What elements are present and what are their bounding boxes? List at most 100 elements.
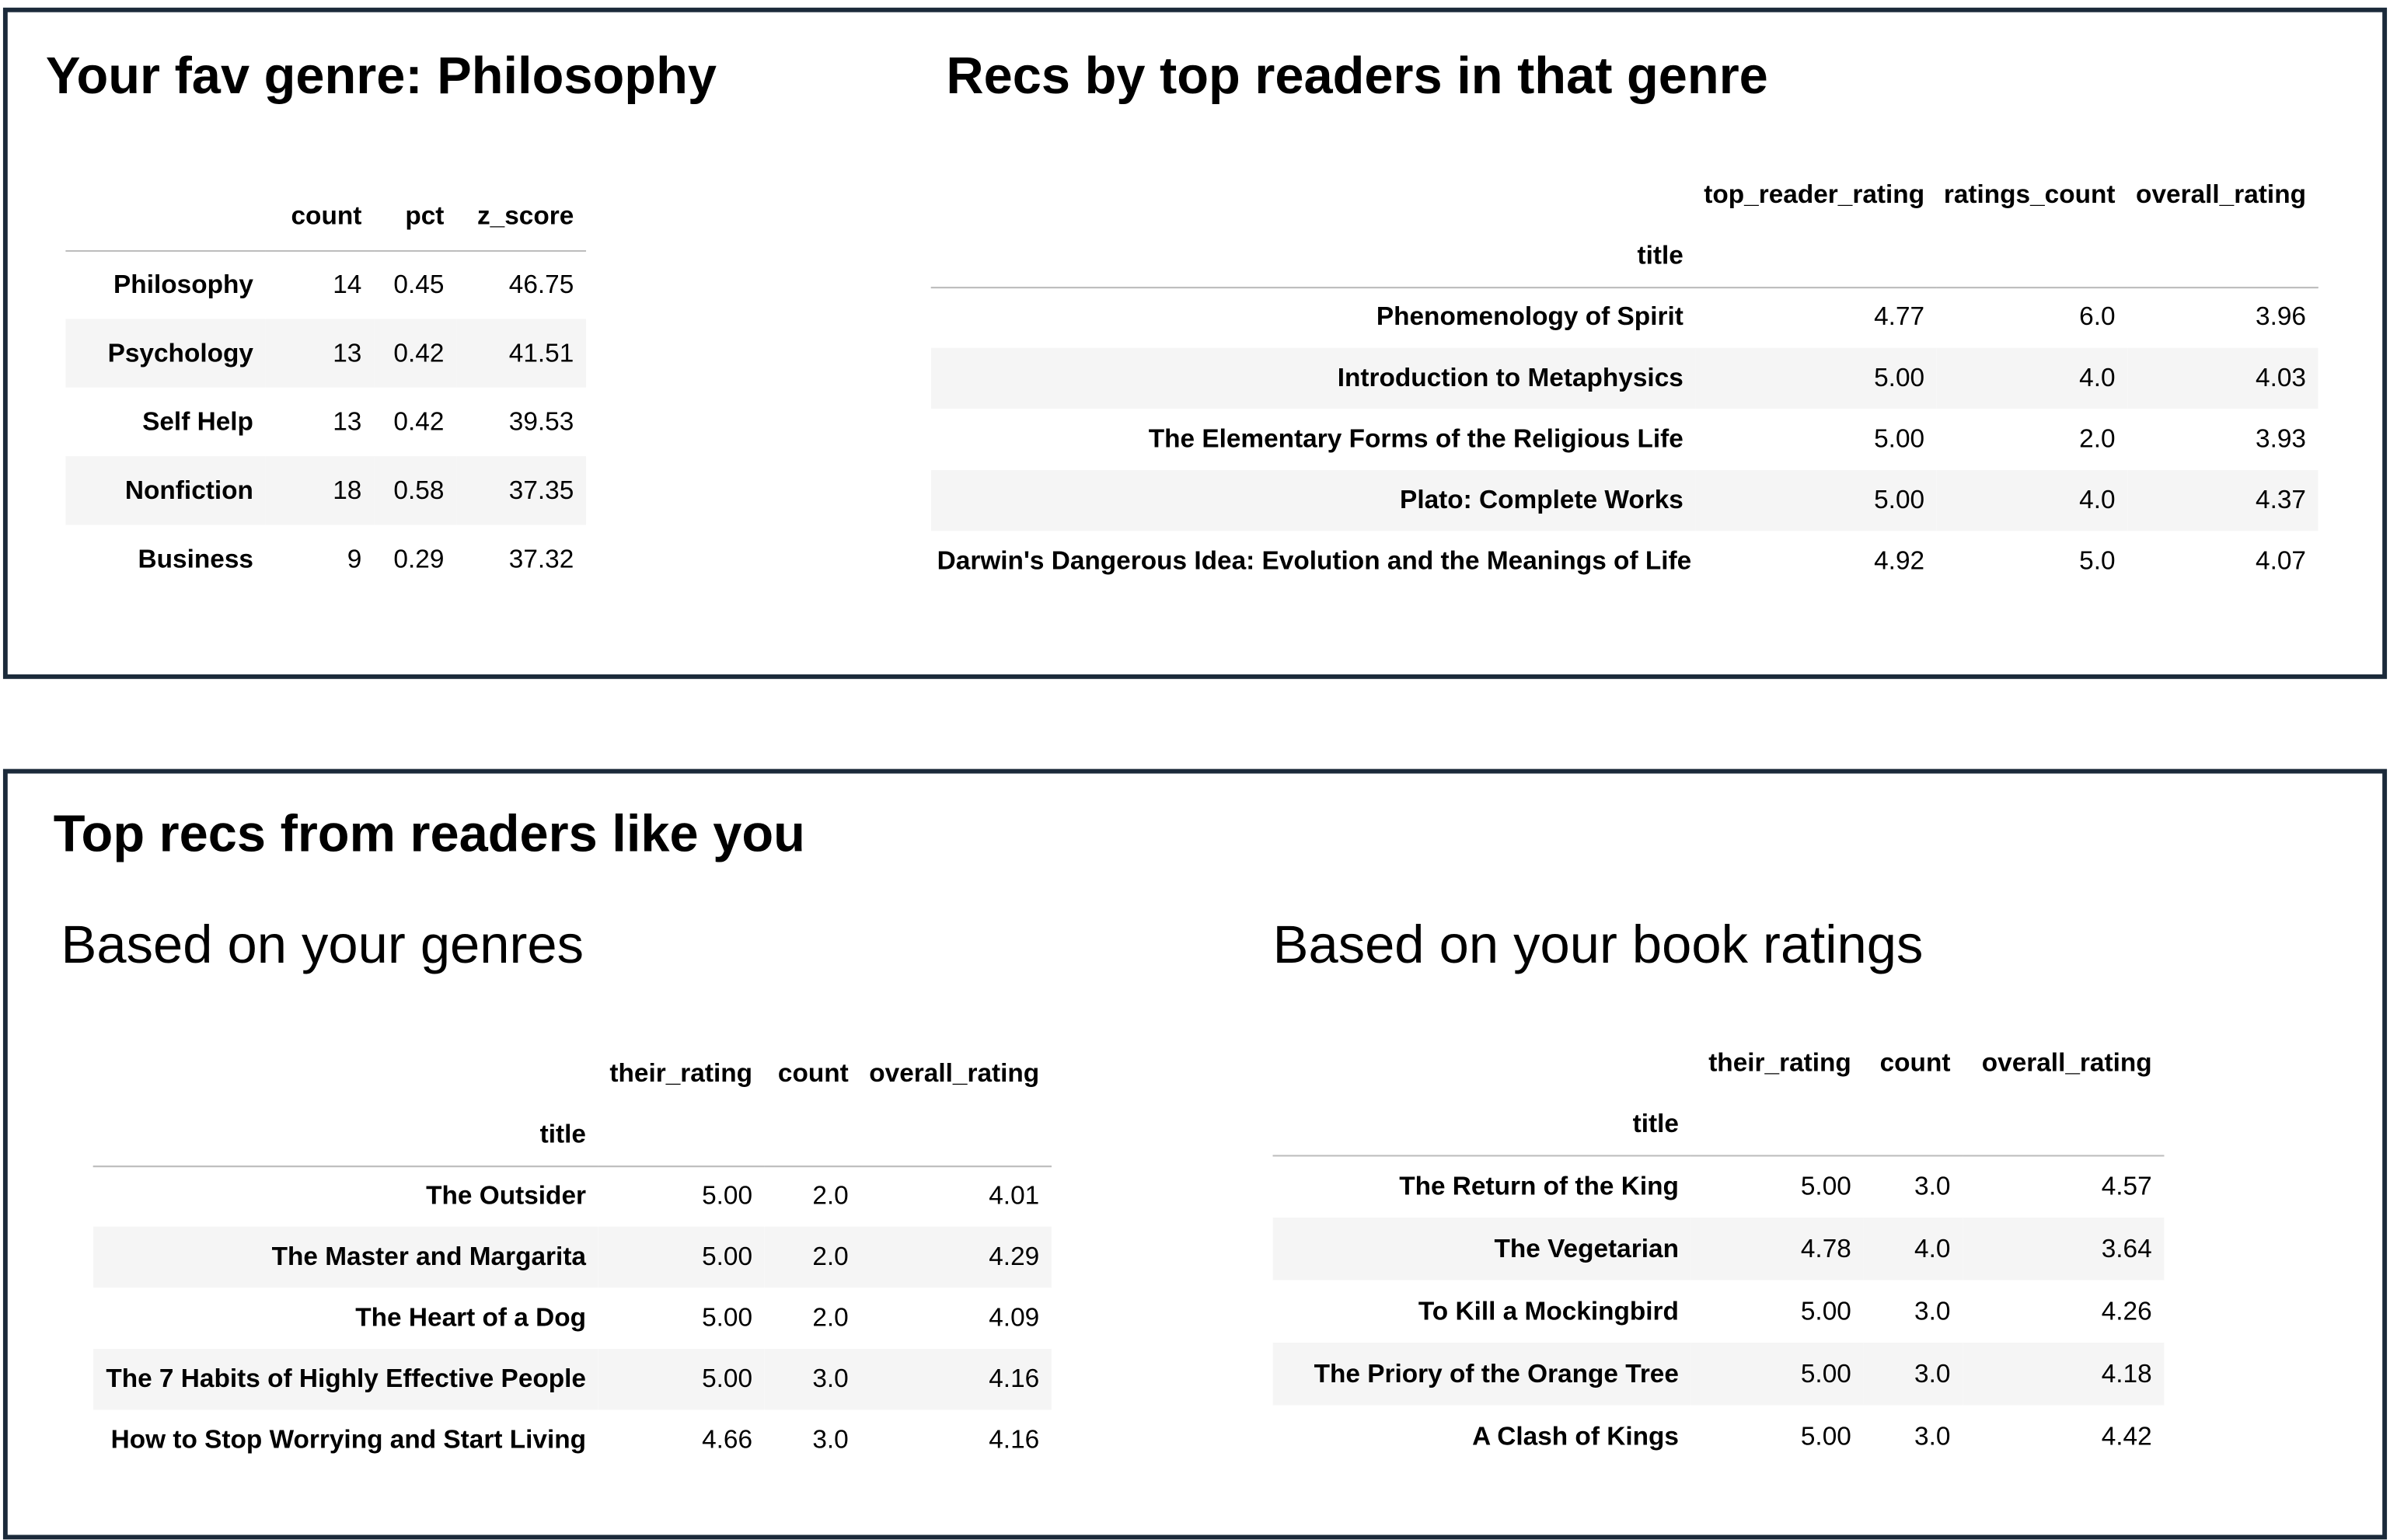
top-panel — [2, 7, 2388, 679]
table-cell: 4.26 — [2101, 1296, 2152, 1326]
row-label: Self Help — [142, 406, 253, 436]
row-label: A Clash of Kings — [1472, 1421, 1679, 1451]
column-header: count — [265, 183, 375, 252]
empty-header — [860, 1104, 1052, 1167]
table-cell: 0.45 — [393, 270, 445, 299]
table-cell: 4.37 — [2127, 469, 2318, 531]
table-cell: 5.00 — [702, 1302, 753, 1333]
table-cell: 37.35 — [456, 456, 587, 525]
index-name: title — [930, 225, 1696, 288]
data-table: count pct z_score Philosophy 14 0.45 46.75 Psyc… — [65, 183, 587, 594]
table-cell: 4.57 — [2101, 1171, 2152, 1200]
table-cell: 4.78 — [1690, 1217, 1864, 1280]
table-cell: 5.00 — [702, 1181, 753, 1211]
table-cell: 2.0 — [764, 1226, 861, 1288]
table-header: count pct z_score — [65, 183, 587, 252]
table-cell: 4.92 — [1874, 545, 1925, 576]
empty-header — [1936, 225, 2128, 288]
table-cell: 4.42 — [2101, 1421, 2152, 1451]
table-body: Philosophy 14 0.45 46.75 Psychology 13 0.42 41.… — [65, 250, 587, 594]
ratings-subtitle: Based on your book ratings — [1272, 915, 1924, 975]
table-cell: 0.42 — [374, 319, 457, 388]
table-row: Psychology 13 0.42 41.51 — [65, 319, 587, 388]
genres-subtitle: Based on your genres — [61, 915, 584, 975]
column-header: count — [777, 1058, 849, 1089]
table-cell: 3.93 — [2256, 423, 2306, 454]
table-cell: 5.00 — [1695, 347, 1937, 409]
table-cell: 5.00 — [1800, 1296, 1851, 1326]
header-row: their_rating count overall_rating — [1273, 1033, 2165, 1094]
table-row: The Priory of the Orange Tree 5.00 3.0 4.18 — [1272, 1342, 2165, 1406]
table-row: Business 9 0.29 37.32 — [65, 524, 586, 593]
table-cell: 3.0 — [1914, 1296, 1951, 1326]
data-table: their_rating count overall_rating title The … — [92, 1044, 1052, 1471]
table-cell: 13 — [333, 406, 362, 436]
empty-header — [1863, 1093, 1963, 1156]
corner-cell — [931, 165, 1696, 226]
index-name: title — [1272, 1093, 1691, 1156]
table-cell: 4.16 — [860, 1348, 1052, 1410]
table-cell: 3.0 — [1914, 1421, 1951, 1451]
bottom-panel — [2, 768, 2388, 1540]
data-table: top_reader_rating ratings_count overall_ra… — [930, 165, 2318, 592]
table-row: Phenomenology of Spirit 4.77 6.0 3.96 — [931, 287, 2318, 348]
table-cell: 14 — [333, 270, 362, 299]
table-cell: 3.0 — [764, 1348, 861, 1410]
table-cell: 4.01 — [989, 1181, 1040, 1211]
column-header: pct — [374, 183, 457, 252]
table-row: The Heart of a Dog 5.00 2.0 4.09 — [93, 1287, 1052, 1349]
empty-header — [1963, 1093, 2165, 1156]
table-cell: 0.58 — [374, 456, 457, 525]
index-name-row: title — [1272, 1093, 2165, 1156]
table-row: Introduction to Metaphysics 5.00 4.0 4.03 — [930, 347, 2318, 409]
data-table: their_rating count overall_rating title The … — [1272, 1033, 2165, 1468]
table-row: To Kill a Mockingbird 5.00 3.0 4.26 — [1273, 1280, 2165, 1343]
column-header: top_reader_rating — [1704, 179, 1925, 210]
table-row: The Return of the King 5.00 3.0 4.57 — [1273, 1155, 2165, 1218]
column-header: their_rating — [1708, 1047, 1851, 1078]
table-cell: 4.0 — [1936, 469, 2128, 531]
row-label: Psychology — [65, 319, 266, 388]
row-label: The Outsider — [426, 1181, 587, 1211]
column-header: overall_rating — [2136, 179, 2306, 210]
row-label: To Kill a Mockingbird — [1418, 1296, 1679, 1326]
table-row: Philosophy 14 0.45 46.75 — [65, 250, 586, 319]
table-cell: 4.77 — [1874, 302, 1925, 332]
table-row: The 7 Habits of Highly Effective People 5… — [92, 1348, 1052, 1410]
table-cell: 2.0 — [812, 1302, 849, 1333]
table-cell: 41.51 — [456, 319, 587, 388]
table-cell: 4.16 — [989, 1425, 1040, 1455]
index-name-row: title — [930, 225, 2318, 288]
column-header: their_rating — [609, 1058, 753, 1089]
table-body: The Outsider 5.00 2.0 4.01 The Master and Ma… — [92, 1165, 1052, 1471]
table-row: Nonfiction 18 0.58 37.35 — [65, 456, 587, 525]
row-label: Nonfiction — [65, 456, 266, 525]
table-row: The Outsider 5.00 2.0 4.01 — [93, 1165, 1052, 1227]
table-cell: 39.53 — [508, 406, 574, 436]
header-row: top_reader_rating ratings_count overall_ra… — [931, 165, 2318, 226]
empty-header — [1690, 1093, 1864, 1156]
corner-cell — [93, 1044, 598, 1105]
table-cell: 4.66 — [702, 1425, 753, 1455]
table-row: Self Help 13 0.42 39.53 — [65, 388, 586, 456]
table-cell: 18 — [265, 456, 375, 525]
empty-header — [1695, 225, 1937, 288]
index-name-row: title — [92, 1104, 1052, 1167]
corner-cell — [65, 183, 266, 252]
row-label: How to Stop Worrying and Start Living — [110, 1425, 587, 1455]
table-body: The Return of the King 5.00 3.0 4.57 The Veg… — [1272, 1155, 2165, 1468]
table-cell: 0.42 — [393, 406, 445, 436]
table-cell: 4.03 — [2127, 347, 2318, 409]
table-cell: 5.00 — [598, 1348, 765, 1410]
table-cell: 3.64 — [1963, 1217, 2165, 1280]
table-cell: 2.0 — [2079, 423, 2116, 454]
row-label: Darwin's Dangerous Idea: Evolution and t… — [937, 545, 1692, 576]
table-cell: 46.75 — [508, 270, 574, 299]
empty-header — [598, 1104, 765, 1167]
table-row: Darwin's Dangerous Idea: Evolution and t… — [931, 531, 2318, 592]
table-cell: 4.0 — [1936, 347, 2128, 409]
table-row: The Master and Margarita 5.00 2.0 4.29 — [92, 1226, 1052, 1288]
table-cell: 4.09 — [989, 1302, 1040, 1333]
empty-header — [764, 1104, 861, 1167]
